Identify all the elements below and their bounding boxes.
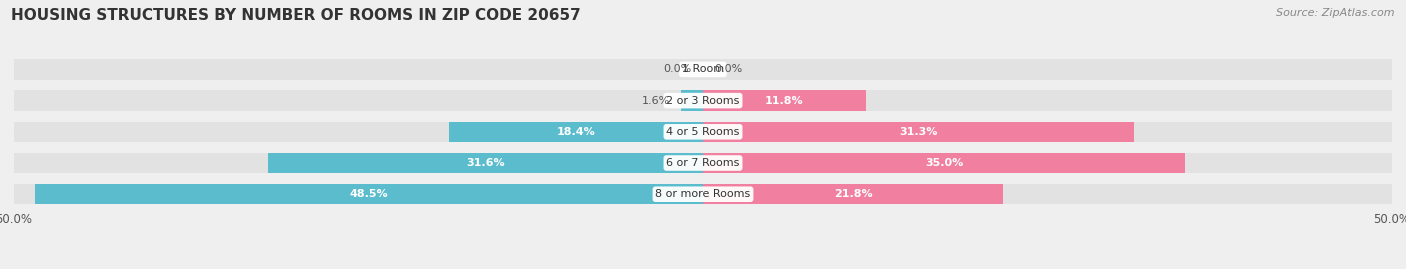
- Text: 6 or 7 Rooms: 6 or 7 Rooms: [666, 158, 740, 168]
- Bar: [14, 59, 703, 80]
- Bar: [703, 122, 1392, 142]
- Text: 8 or more Rooms: 8 or more Rooms: [655, 189, 751, 199]
- Text: 0.0%: 0.0%: [714, 64, 742, 75]
- Text: 0.0%: 0.0%: [664, 64, 692, 75]
- Text: HOUSING STRUCTURES BY NUMBER OF ROOMS IN ZIP CODE 20657: HOUSING STRUCTURES BY NUMBER OF ROOMS IN…: [11, 8, 581, 23]
- Text: 31.6%: 31.6%: [465, 158, 505, 168]
- Bar: [703, 184, 1004, 204]
- Bar: [35, 184, 703, 204]
- Text: 4 or 5 Rooms: 4 or 5 Rooms: [666, 127, 740, 137]
- Text: 11.8%: 11.8%: [765, 95, 804, 106]
- Bar: [14, 153, 703, 173]
- Text: 1.6%: 1.6%: [641, 95, 669, 106]
- Bar: [703, 153, 1392, 173]
- Bar: [703, 184, 1392, 204]
- Bar: [703, 59, 1392, 80]
- Text: 18.4%: 18.4%: [557, 127, 596, 137]
- Bar: [450, 122, 703, 142]
- Bar: [14, 122, 703, 142]
- Bar: [703, 90, 1392, 111]
- Text: 21.8%: 21.8%: [834, 189, 873, 199]
- Bar: [681, 90, 703, 111]
- Bar: [703, 122, 1135, 142]
- Bar: [14, 184, 703, 204]
- Text: 31.3%: 31.3%: [900, 127, 938, 137]
- Text: 1 Room: 1 Room: [682, 64, 724, 75]
- Bar: [703, 90, 866, 111]
- Bar: [703, 153, 1185, 173]
- Bar: [14, 90, 703, 111]
- Bar: [267, 153, 703, 173]
- Text: 2 or 3 Rooms: 2 or 3 Rooms: [666, 95, 740, 106]
- Text: 48.5%: 48.5%: [350, 189, 388, 199]
- Text: 35.0%: 35.0%: [925, 158, 963, 168]
- Text: Source: ZipAtlas.com: Source: ZipAtlas.com: [1277, 8, 1395, 18]
